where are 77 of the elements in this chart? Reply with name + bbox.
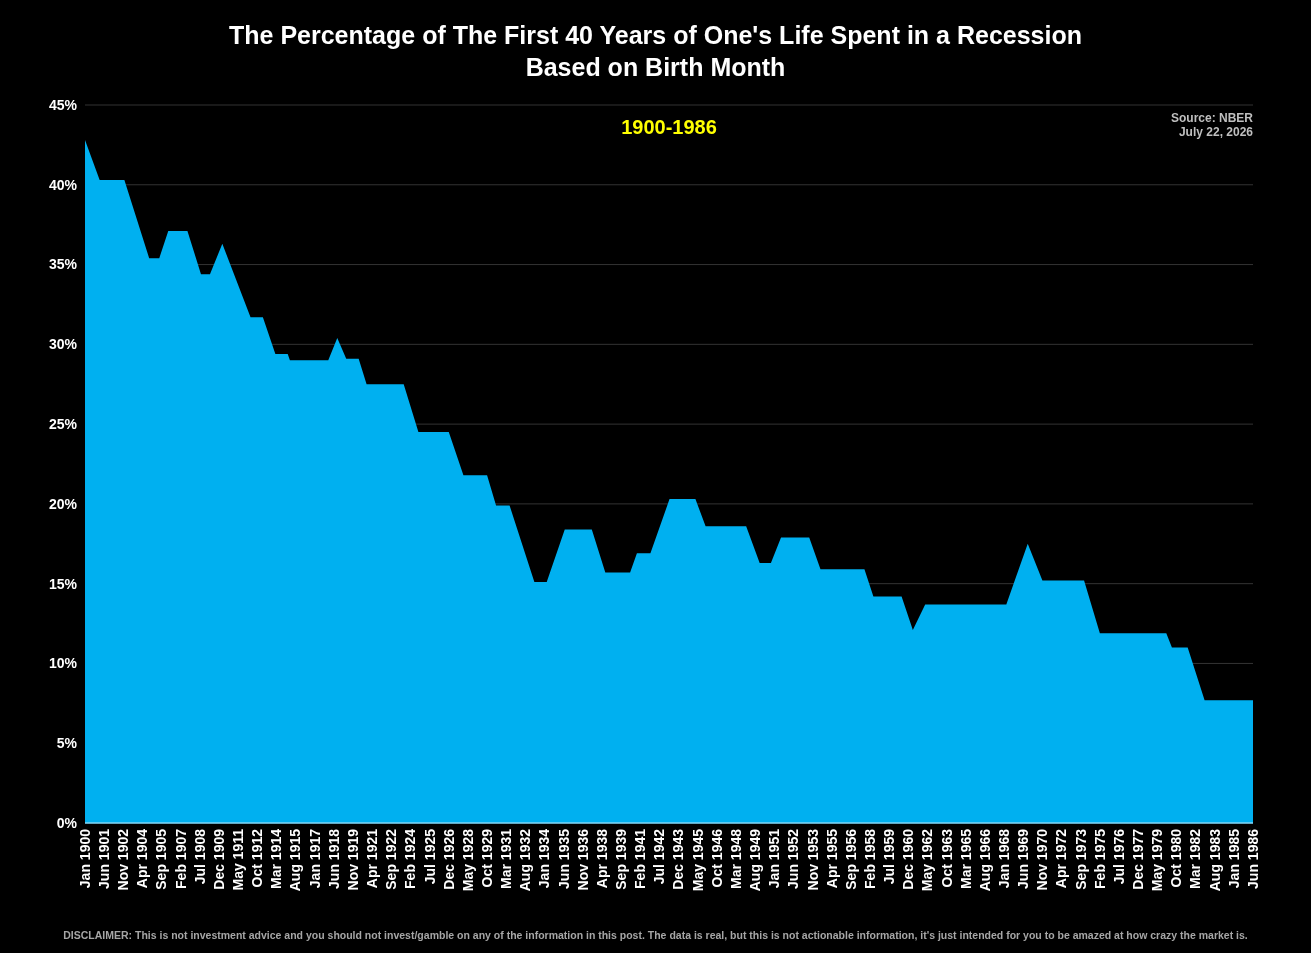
x-tick-label: Dec 1926: [440, 828, 457, 890]
x-tick-label: Feb 1975: [1091, 828, 1108, 889]
x-tick-label: Jun 1901: [96, 828, 112, 889]
x-tick-label: Feb 1941: [632, 828, 649, 889]
x-tick-label: Aug 1915: [287, 828, 304, 892]
x-tick-label: Jul 1976: [1110, 828, 1127, 885]
x-tick-label: Dec 1977: [1130, 828, 1147, 890]
x-tick-label: Jan 1900: [76, 828, 93, 889]
x-tick-label: Apr 1904: [134, 828, 151, 889]
x-tick-label: Nov 1919: [344, 828, 361, 891]
x-tick-label: Jan 1934: [536, 828, 553, 889]
x-tick-label: Jun 1952: [785, 828, 802, 889]
y-tick-label: 10%: [48, 655, 78, 672]
x-tick-label: Oct 1980: [1168, 828, 1185, 888]
x-tick-label: Nov 1936: [574, 828, 591, 891]
y-tick-label: 20%: [48, 495, 78, 512]
x-tick-label: Mar 1914: [268, 828, 285, 889]
x-tick-label: Jan 1968: [995, 828, 1012, 889]
y-tick-label: 45%: [48, 96, 78, 113]
x-tick-label: Sep 1956: [842, 828, 859, 890]
x-tick-label: Sep 1922: [383, 828, 400, 890]
x-tick-label: Apr 1938: [593, 828, 610, 889]
x-tick-label: Oct 1912: [249, 828, 266, 888]
y-tick-label: 15%: [48, 575, 78, 592]
x-tick-label: Jun 1969: [1015, 828, 1032, 889]
x-tick-label: Feb 1924: [402, 828, 419, 889]
x-tick-label: Jul 1942: [651, 828, 668, 885]
x-tick-label: Aug 1932: [517, 828, 534, 892]
x-tick-label: Sep 1973: [1072, 828, 1089, 890]
y-tick-label: 30%: [48, 336, 78, 353]
x-tick-label: Nov 1970: [1034, 828, 1051, 891]
x-tick-label: Mar 1948: [727, 828, 744, 889]
x-tick-label: Sep 1905: [153, 828, 170, 890]
x-tick-label: May 1962: [919, 828, 936, 892]
annotation: July 22, 2026: [1178, 125, 1254, 139]
annotation: 1900-1986: [621, 116, 717, 138]
chart-title: The Percentage of The First 40 Years of One's Life Spent in a Recession Based on Birth Month: [229, 21, 1082, 81]
x-tick-label: Jul 1925: [421, 828, 438, 885]
x-tick-label: Mar 1982: [1187, 828, 1204, 889]
y-tick-label: 0%: [56, 814, 78, 831]
x-tick-label: Dec 1960: [900, 828, 917, 890]
x-tick-label: Oct 1946: [708, 828, 725, 888]
x-tick-label: Nov 1902: [115, 828, 132, 891]
x-tick-label: Apr 1972: [1053, 828, 1070, 889]
y-tick-label: 25%: [48, 416, 78, 433]
x-tick-label: May 1979: [1149, 828, 1166, 892]
x-tick-label: May 1945: [689, 828, 706, 892]
x-tick-label: Dec 1943: [670, 828, 687, 890]
x-tick-label: Jan 1951: [766, 828, 783, 889]
y-tick-label: 5%: [56, 735, 78, 752]
x-tick-label: May 1928: [459, 828, 476, 892]
x-tick-label: Jul 1959: [881, 828, 898, 885]
x-tick-label: Feb 1907: [172, 828, 189, 889]
x-tick-label: Jan 1985: [1225, 828, 1242, 889]
y-tick-label: 35%: [48, 256, 78, 273]
x-tick-label: Jun 1918: [325, 828, 342, 889]
x-tick-label: Aug 1949: [747, 828, 764, 892]
x-tick-label: Nov 1953: [804, 828, 821, 891]
x-tick-label: Jun 1986: [1244, 828, 1261, 889]
x-tick-label: Aug 1966: [976, 828, 993, 892]
x-tick-label: Apr 1921: [364, 828, 381, 889]
x-tick-label: Mar 1931: [498, 828, 515, 889]
x-tick-label: Dec 1909: [210, 828, 227, 890]
x-tick-label: Jul 1908: [191, 828, 208, 885]
x-tick-label: Mar 1965: [957, 828, 974, 889]
x-tick-label: Oct 1963: [938, 828, 955, 888]
y-tick-label: 40%: [48, 176, 78, 193]
annotation: Source: NBER: [1170, 111, 1254, 125]
x-tick-label: Sep 1939: [613, 828, 630, 890]
x-tick-label: Feb 1958: [861, 828, 878, 889]
text: DISCLAIMER: This is not investment advice and you should not invest/gamble on any of the information in this post. The data is real, but this is not actionable information, it's just intended for you to be amazed at how crazy the market is.: [63, 929, 1248, 941]
x-tick-label: May 1911: [230, 828, 246, 891]
x-tick-label: Oct 1929: [478, 828, 495, 888]
x-tick-label: Aug 1983: [1206, 828, 1223, 892]
x-tick-label: Jun 1935: [555, 828, 572, 889]
x-tick-label: Apr 1955: [823, 828, 840, 889]
x-tick-label: Jan 1917: [306, 828, 323, 889]
